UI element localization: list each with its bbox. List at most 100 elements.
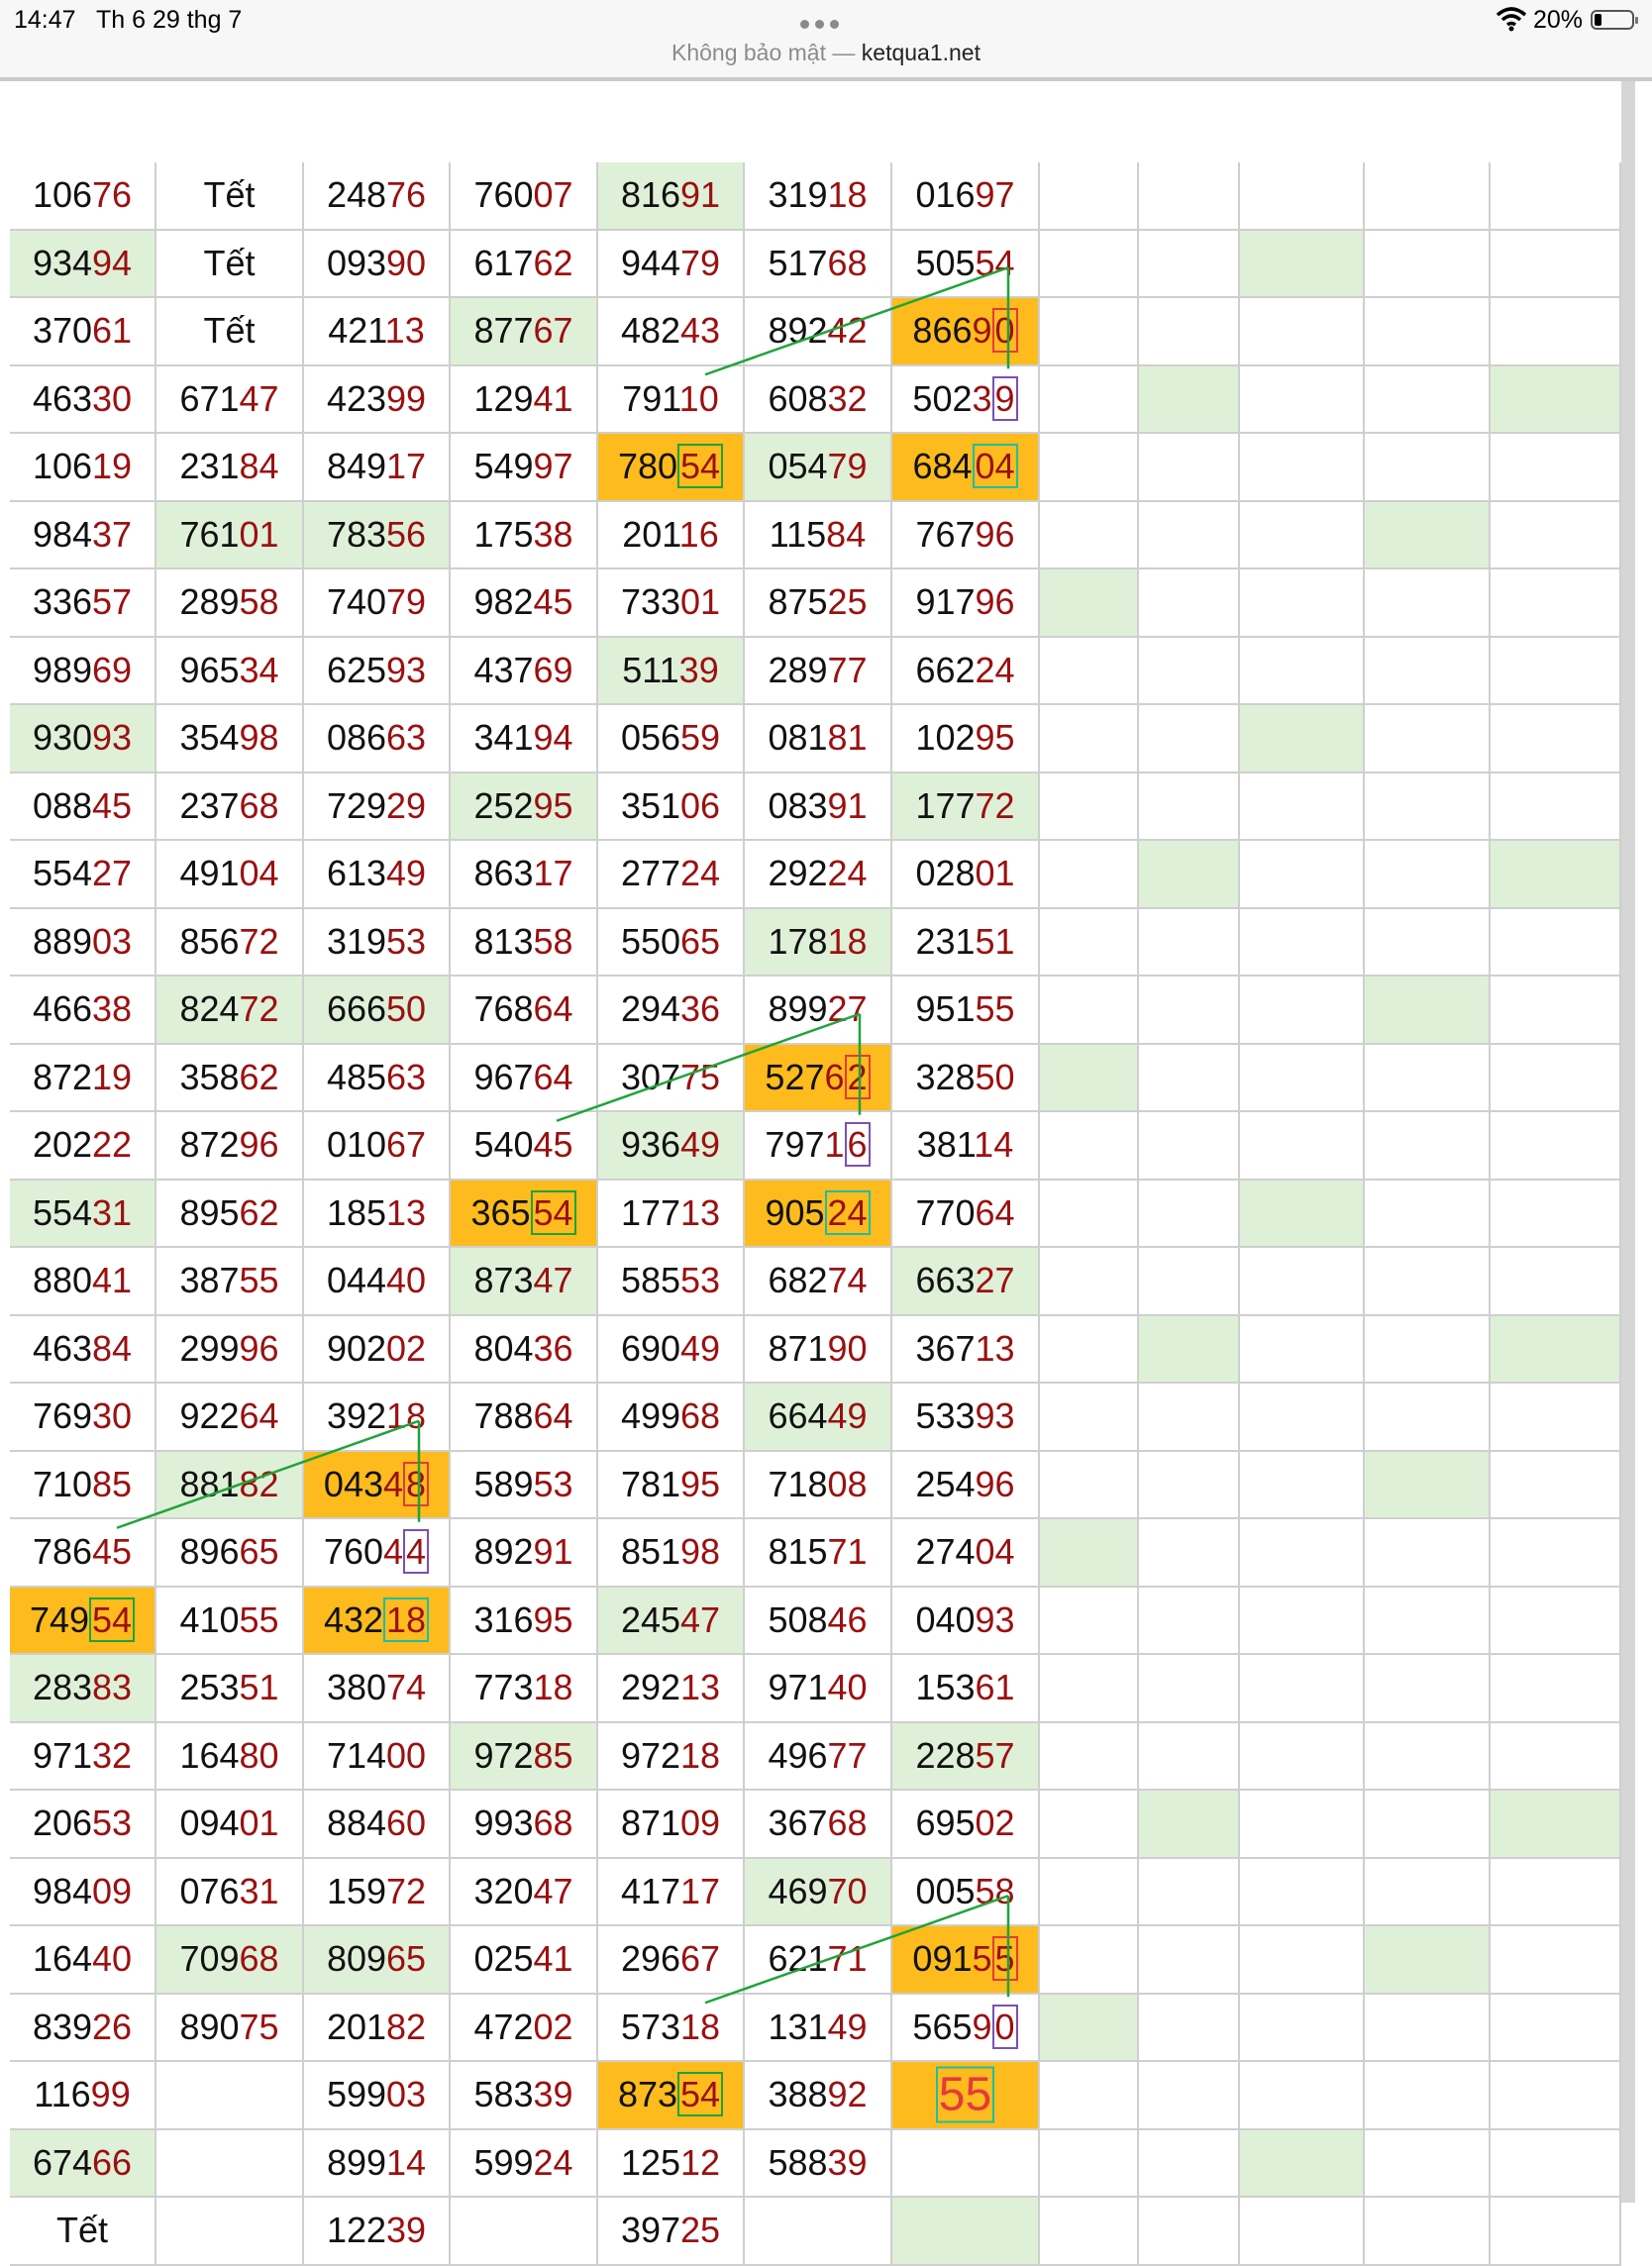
number-prefix: 517 [768,242,828,283]
number-tail: 55 [975,988,1015,1030]
table-cell: 18513 [304,1180,451,1248]
table-cell [1139,1044,1240,1112]
number-prefix: 336 [32,581,93,623]
number-tail: 95 [533,1598,573,1640]
number-tail: 22 [92,1124,133,1166]
number-prefix: 662 [915,649,976,690]
number-tail: 94 [533,717,573,759]
battery-percent: 20% [1533,6,1584,34]
table-cell: 17818 [745,908,892,977]
table-cell: 36713 [892,1315,1040,1384]
more-dots-icon[interactable] [800,16,850,29]
table-cell [1365,2129,1491,2198]
number-tail: 24 [533,2141,573,2183]
address-bar[interactable]: Không bảo mật — ketqua1.net [0,40,1652,66]
number-tail: 18 [533,1667,573,1708]
number-prefix: 781 [620,1463,681,1504]
number-prefix: 043 [323,1463,383,1504]
table-cell: 05479 [745,434,892,502]
number-prefix: 788 [473,1395,534,1437]
number-tail: 04 [972,444,1018,489]
number-tail: 47 [533,1260,573,1301]
table-cell: 29996 [156,1315,304,1384]
number-tail: 39 [973,375,1018,421]
number-prefix: 410 [179,1598,240,1640]
number-prefix: 749 [29,1598,90,1640]
table-cell [1240,1315,1365,1384]
table-cell [892,2198,1040,2266]
table-cell: 32850 [892,1044,1040,1112]
number-tail: 55 [239,1598,279,1640]
number-tail: 53 [680,1260,721,1301]
number-tail: 39 [678,649,719,690]
number-prefix: 496 [768,1734,828,1776]
number-prefix: 613 [326,853,387,894]
table-cell: 46970 [745,1858,892,1926]
table-cell: 55431 [10,1180,156,1248]
number-prefix: 871 [768,1327,828,1369]
table-cell [1491,1248,1621,1316]
table-cell: 55427 [10,841,156,909]
table-cell: 46638 [10,977,156,1045]
number-prefix: 277 [620,853,681,894]
table-cell [1365,705,1491,773]
number-prefix: 740 [326,581,387,623]
table-cell: 53393 [892,1384,1040,1452]
table-cell: 98437 [10,501,156,569]
number-tail: 40 [386,1260,427,1301]
table-cell [1240,1044,1365,1112]
table-cell [1040,298,1139,366]
table-cell [1365,2062,1491,2130]
table-cell: 22857 [892,1722,1040,1791]
number-prefix: 367 [768,1802,828,1844]
number-tail: 01 [975,853,1015,894]
table-cell: 29213 [598,1655,745,1723]
number-prefix: 102 [915,717,976,759]
number-tail: 10 [678,377,719,419]
highlight-box: 5 [991,1936,1018,1982]
scrollbar[interactable] [1621,81,1635,2203]
number-prefix: 984 [32,1870,93,1911]
number-tail: 97 [533,446,573,487]
number-tail: 91 [680,174,721,216]
table-cell [1491,2198,1621,2266]
number-prefix: 358 [179,1056,240,1097]
number-tail: 19 [92,446,133,487]
number-tail: 47 [239,377,279,419]
table-cell [1365,1858,1491,1926]
table-cell [1491,1451,1621,1519]
number-tail: 64 [533,988,573,1030]
table-cell: 49104 [156,841,304,909]
table-cell: 42399 [304,365,451,434]
table-cell: 48243 [598,298,745,366]
number-prefix: 899 [768,988,828,1030]
table-cell: 80436 [451,1315,598,1384]
table-cell: 38074 [304,1655,451,1723]
table-cell: 23151 [892,908,1040,977]
table-cell [1365,1112,1491,1181]
number-prefix: 589 [473,1463,534,1504]
number-prefix: 056 [620,717,681,759]
number-tail: 96 [239,1327,279,1369]
number-tail: 90 [386,242,427,283]
table-cell: 88903 [10,908,156,977]
number-prefix: 984 [32,513,93,555]
table-cell: 31953 [304,908,451,977]
number-tail: 39 [386,2210,427,2251]
table-cell [1491,1722,1621,1791]
table-cell [1365,434,1491,502]
number-tail: 01 [239,1802,279,1844]
number-prefix: 892 [768,310,828,352]
table-cell: 17772 [892,772,1040,841]
table-cell: 70968 [156,1926,304,1995]
table-cell [1365,1451,1491,1519]
number-tail: 98 [680,1531,721,1573]
number-tail: 71 [827,1938,868,1980]
number-tail: 24 [827,853,868,894]
number-tail: 40 [827,1667,868,1708]
table-cell: 74954 [10,1587,156,1655]
table-cell [1365,1248,1491,1316]
number-prefix: 320 [473,1870,534,1911]
number-tail: 68 [827,242,868,283]
number-prefix: 091 [912,1938,973,1980]
